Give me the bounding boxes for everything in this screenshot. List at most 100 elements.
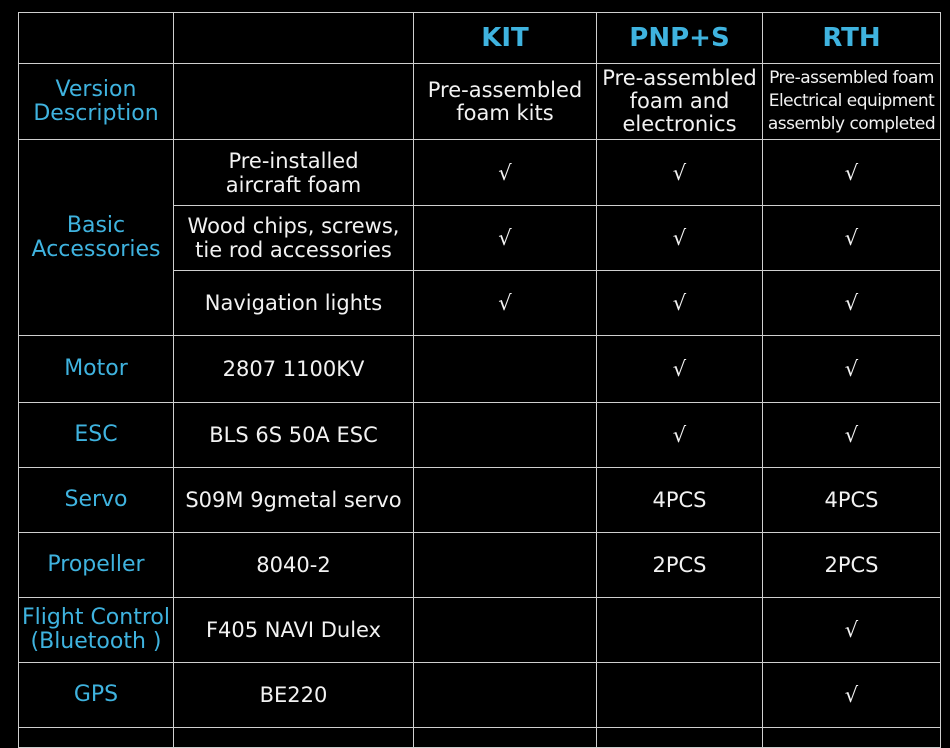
text-line: Motor: [64, 356, 128, 381]
kit-cell: [413, 662, 597, 728]
text-line: Accessories: [31, 236, 161, 262]
row: Flight Control (Bluetooth ) F405 NAVI Dule…: [18, 597, 941, 663]
text-line: electronics: [622, 112, 737, 136]
header-row: KIT PNP+S RTH: [18, 12, 941, 64]
cell: [762, 727, 941, 748]
text-line: BE220: [259, 683, 328, 707]
row: Version Description Pre-assembled foam kits…: [18, 63, 941, 140]
spec-table: KIT PNP+S RTH Version Description Pre-asse…: [18, 12, 941, 748]
kit-cell: [413, 402, 597, 468]
pnp-cell: 2PCS: [596, 532, 763, 598]
pnp-cell: [596, 597, 763, 663]
text-line: Pre-assembled foam: [769, 68, 934, 88]
row-label: Motor: [18, 335, 174, 403]
kit-cell: Pre-assembled foam kits: [413, 63, 597, 140]
kit-cell: [413, 532, 597, 598]
rth-cell: Pre-assembled foam Electrical equipment as…: [762, 63, 941, 140]
text-line: Version: [55, 76, 137, 102]
cell: [18, 727, 174, 748]
text-line: 2807 1100KV: [222, 357, 365, 381]
item: Pre-installed aircraft foam: [173, 139, 414, 206]
cell: [413, 727, 597, 748]
pnp-cell: √: [596, 402, 763, 468]
text-line: Electrical equipment: [768, 91, 935, 111]
text-line: 8040-2: [256, 553, 331, 577]
rth-cell: √: [762, 270, 941, 336]
kit-cell: [413, 335, 597, 403]
row-label: GPS: [18, 662, 174, 728]
rth-cell: 2PCS: [762, 532, 941, 598]
pnp-cell: [596, 662, 763, 728]
row: [18, 727, 941, 748]
row: ESC BLS 6S 50A ESC √ √: [18, 402, 941, 468]
rth-cell: √: [762, 662, 941, 728]
kit-cell: √: [413, 139, 597, 206]
text-line: tie rod accessories: [195, 238, 392, 262]
cell: [173, 12, 414, 64]
text-line: BLS 6S 50A ESC: [209, 423, 378, 447]
item: 8040-2: [173, 532, 414, 598]
item: [173, 63, 414, 140]
row-label: Flight Control (Bluetooth ): [18, 597, 174, 663]
text-line: Flight Control: [22, 605, 170, 630]
rth-cell: √: [762, 205, 941, 271]
text-line: Propeller: [47, 552, 145, 577]
row: Propeller 8040-2 2PCS 2PCS: [18, 532, 941, 598]
row-label: Propeller: [18, 532, 174, 598]
column-header: PNP+S: [596, 12, 763, 64]
row-label: Basic Accessories: [18, 139, 174, 336]
text-line: Pre-assembled: [427, 77, 583, 102]
item: BE220: [173, 662, 414, 728]
column-header: KIT: [413, 12, 597, 64]
text-line: assembly completed: [767, 114, 936, 134]
text-line: (Bluetooth ): [30, 629, 162, 654]
text-line: foam kits: [456, 100, 554, 125]
text-line: Basic: [66, 212, 126, 238]
row-label: Servo: [18, 467, 174, 533]
rth-cell: 4PCS: [762, 467, 941, 533]
item: 2807 1100KV: [173, 335, 414, 403]
text-line: aircraft foam: [225, 172, 362, 197]
cell: [173, 727, 414, 748]
pnp-cell: √: [596, 139, 763, 206]
row: Basic Accessories Pre-installed aircraft fo…: [18, 139, 941, 336]
kit-cell: √: [413, 205, 597, 271]
text-line: S09M 9gmetal servo: [185, 488, 402, 512]
pnp-cell: √: [596, 270, 763, 336]
text-line: Navigation lights: [204, 291, 383, 315]
row: GPS BE220 √: [18, 662, 941, 728]
text-line: Description: [33, 100, 159, 126]
row: Motor 2807 1100KV √ √: [18, 335, 941, 403]
item: Navigation lights: [173, 270, 414, 336]
item: F405 NAVI Dulex: [173, 597, 414, 663]
pnp-cell: 4PCS: [596, 467, 763, 533]
text-line: F405 NAVI Dulex: [205, 618, 382, 642]
row-label: Version Description: [18, 63, 174, 140]
cell: [18, 12, 174, 64]
pnp-cell: √: [596, 205, 763, 271]
text-line: foam and: [629, 89, 730, 113]
rth-cell: √: [762, 335, 941, 403]
text-line: GPS: [73, 682, 119, 707]
rth-cell: √: [762, 139, 941, 206]
text-line: Servo: [64, 487, 128, 512]
row: Navigation lights √ √ √: [19, 270, 941, 336]
item: S09M 9gmetal servo: [173, 467, 414, 533]
column-header: RTH: [762, 12, 941, 64]
text-line: ESC: [74, 422, 118, 447]
item: BLS 6S 50A ESC: [173, 402, 414, 468]
rth-cell: √: [762, 402, 941, 468]
text-line: Wood chips, screws,: [187, 214, 400, 238]
row: Servo S09M 9gmetal servo 4PCS 4PCS: [18, 467, 941, 533]
pnp-cell: Pre-assembled foam and electronics: [596, 63, 763, 140]
pnp-cell: √: [596, 335, 763, 403]
kit-cell: [413, 597, 597, 663]
rth-cell: √: [762, 597, 941, 663]
kit-cell: √: [413, 270, 597, 336]
text-line: Pre-installed: [228, 148, 359, 173]
cell: [596, 727, 763, 748]
text-line: Pre-assembled: [602, 66, 757, 90]
kit-cell: [413, 467, 597, 533]
item: Wood chips, screws, tie rod accessories: [173, 205, 414, 271]
